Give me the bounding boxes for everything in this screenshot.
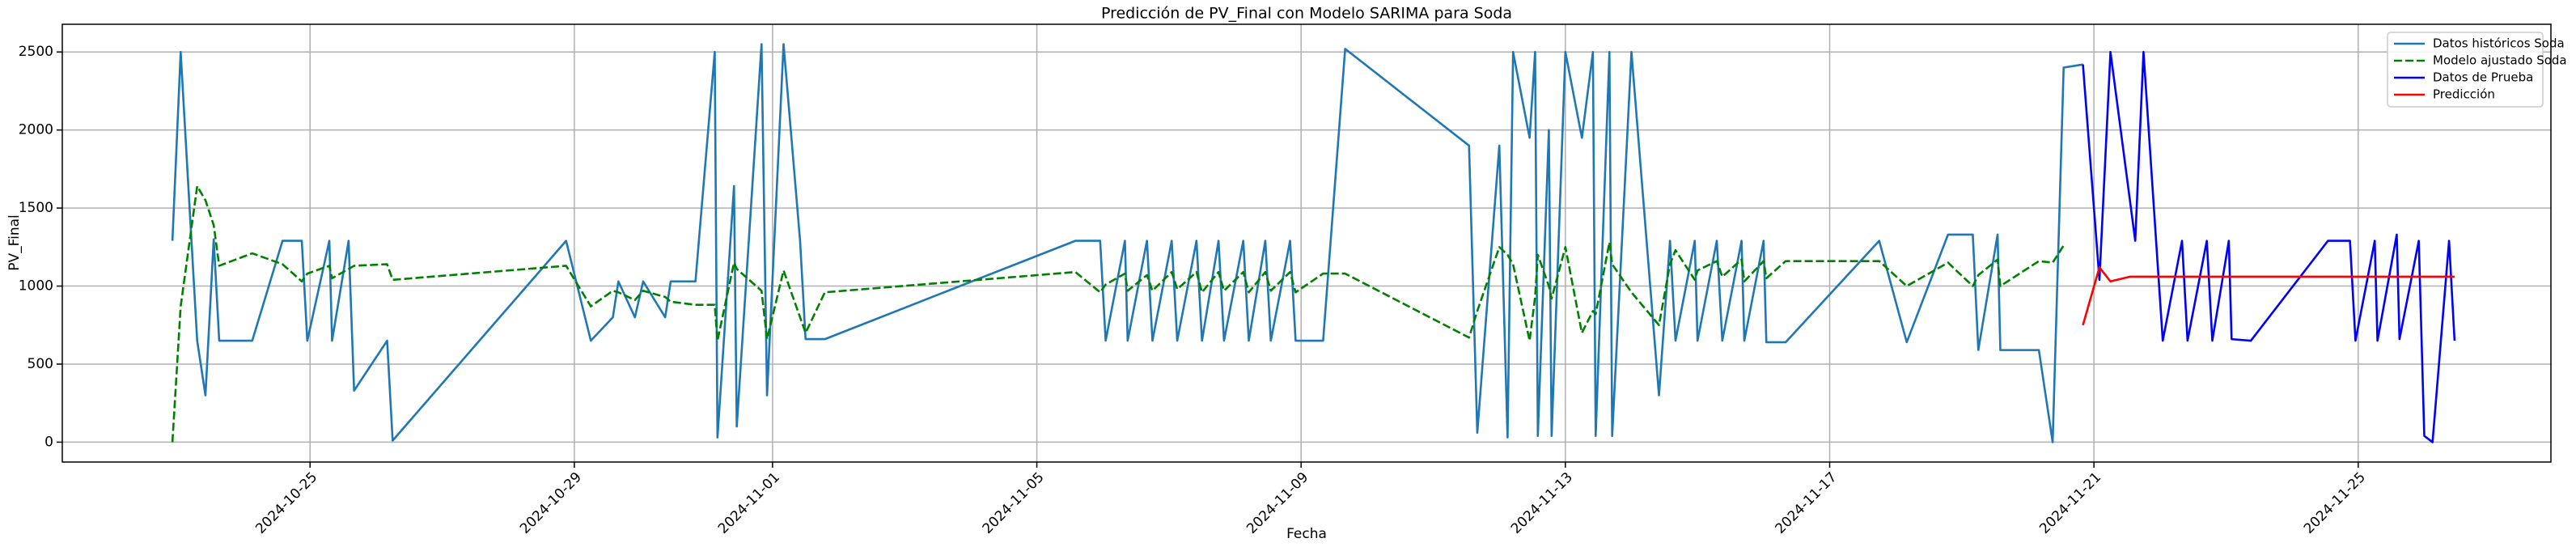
legend-box <box>2387 32 2544 108</box>
x-axis-label: Fecha <box>1286 526 1327 542</box>
x-tick-label: 2024-11-21 <box>2036 469 2104 537</box>
x-tick-label: 2024-11-17 <box>1773 469 1841 537</box>
x-tick-label: 2024-11-05 <box>980 469 1048 537</box>
legend-label: Datos de Prueba <box>2433 70 2533 85</box>
series-line <box>171 43 2083 443</box>
x-tick-label: 2024-11-25 <box>2301 469 2369 537</box>
y-tick-label: 0 <box>44 434 53 450</box>
legend-label: Predicción <box>2433 87 2495 102</box>
series-line <box>171 184 2065 443</box>
y-tick-label: 1000 <box>19 278 53 295</box>
legend-label: Modelo ajustado Soda <box>2433 53 2567 68</box>
y-axis-label: PV_Final <box>6 214 23 271</box>
x-tick-label: 2024-10-25 <box>252 469 320 537</box>
series-line <box>2082 266 2455 326</box>
series-line <box>2082 50 2456 443</box>
legend-label: Datos históricos Soda <box>2433 36 2565 51</box>
y-tick-label: 2500 <box>19 44 53 60</box>
legend: Datos históricos Soda Modelo ajustado Sod… <box>2387 32 2567 108</box>
plot-frame <box>61 23 2552 463</box>
x-tick-label: 2024-11-01 <box>715 469 783 537</box>
x-tick-label: 2024-10-29 <box>517 469 585 537</box>
x-tick-label: 2024-11-13 <box>1508 469 1576 537</box>
chart-title: Predicción de PV_Final con Modelo SARIMA… <box>1101 5 1512 23</box>
y-tick-label: 2000 <box>19 122 53 138</box>
y-tick-label: 500 <box>28 356 53 372</box>
y-tick-label: 1500 <box>19 200 53 216</box>
